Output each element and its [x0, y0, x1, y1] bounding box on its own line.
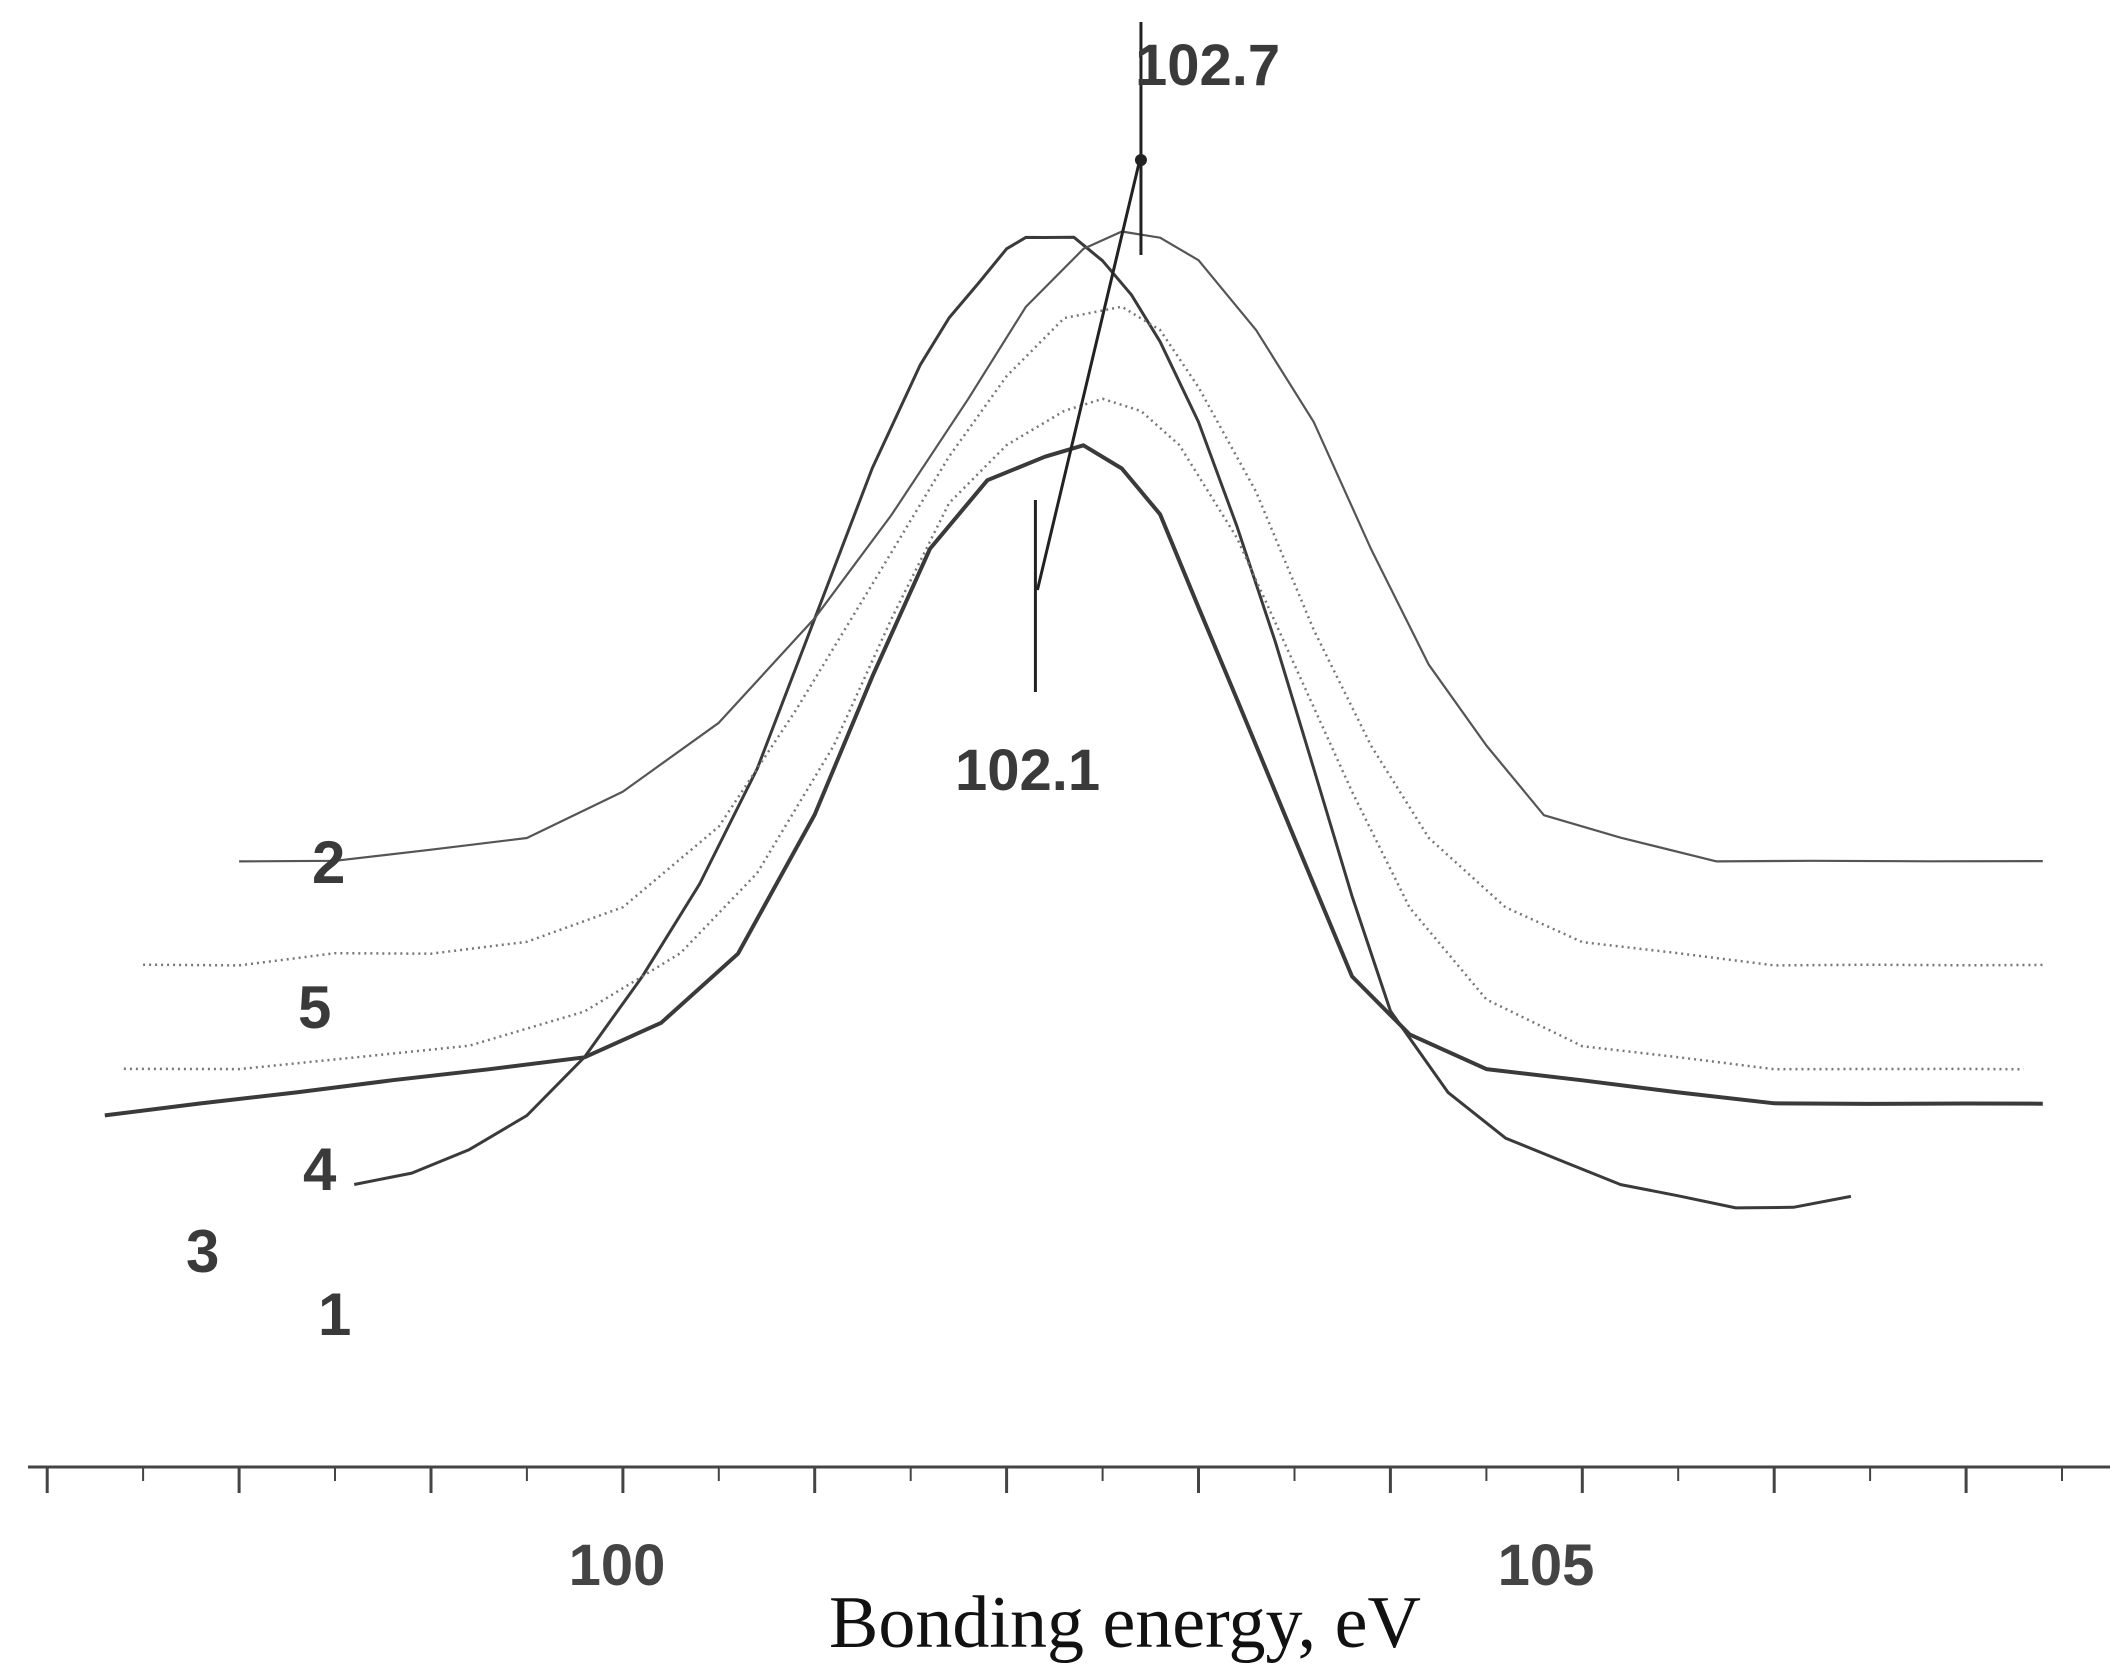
x-axis: 100 105 Bonding energy, eV [28, 1465, 2110, 1664]
peak-shift-line [1035, 154, 1143, 591]
curve-label-3: 3 [186, 1218, 219, 1285]
x-axis-ticks [45, 1467, 2063, 1493]
spectrum-curve-4 [123, 397, 2024, 1071]
x-tick-label-105: 105 [1498, 1533, 1595, 1598]
spectrum-curve-5 [143, 305, 2043, 967]
peak-dot [1134, 154, 1147, 166]
spectrum-curve-3 [104, 443, 2043, 1118]
x-tick-label-100: 100 [569, 1533, 666, 1598]
annotation-102-1: 102.1 [955, 738, 1100, 803]
spectrum-curves [104, 230, 2043, 1210]
spectrum-curve-2 [239, 230, 2043, 863]
spectrum-curve-1 [353, 235, 1852, 1210]
curve-labels: 1 2 3 4 5 [186, 829, 351, 1348]
curve-label-1: 1 [318, 1281, 351, 1348]
annotation-102-7: 102.7 [1135, 33, 1280, 98]
curve-label-4: 4 [303, 1136, 337, 1203]
x-axis-title: Bonding energy, eV [829, 1582, 1421, 1664]
curve-label-5: 5 [298, 974, 331, 1041]
curve-label-2: 2 [312, 829, 345, 896]
peak-annotations: 102.7 102.1 [955, 22, 1280, 803]
